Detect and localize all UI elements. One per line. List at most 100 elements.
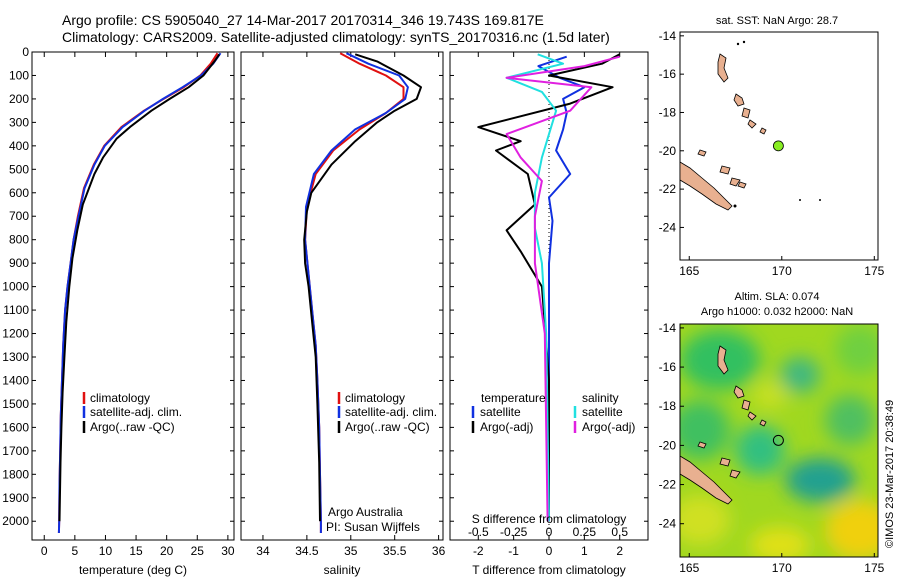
y-tick-label: -14 xyxy=(659,321,677,335)
x-tick-label: 5 xyxy=(72,544,79,558)
y-tick-label: -16 xyxy=(659,360,677,374)
temperature-axes: 0 5 10 15 20 25 300100200300400500600700800900… xyxy=(2,45,235,558)
x-tick-label: 170 xyxy=(772,561,792,575)
top-tick-label: 0.25 xyxy=(573,525,597,539)
islet xyxy=(733,204,737,208)
x-tick-label: -2 xyxy=(473,544,484,558)
x-tick-label: -1 xyxy=(508,544,519,558)
salinity-series xyxy=(303,52,422,533)
islet xyxy=(736,42,740,46)
x-tick-label: 165 xyxy=(679,264,699,278)
top-tick-label: -0.5 xyxy=(468,525,489,539)
sla-blob xyxy=(750,527,810,557)
series-line-argo-raw-qc- xyxy=(58,53,221,522)
annotation-argo-australia: Argo Australia xyxy=(328,505,403,519)
new-caledonia xyxy=(680,455,733,505)
map-sst-title: sat. SST: NaN Argo: 28.7 xyxy=(716,15,838,27)
map-sla-frame xyxy=(679,323,879,558)
legend-label-climatology: climatology xyxy=(345,391,405,405)
difference-xlabel: T difference from climatology xyxy=(472,563,626,577)
vanuatu-island xyxy=(759,127,767,135)
y-tick-label: 900 xyxy=(9,256,29,270)
y-tick-label: -20 xyxy=(659,438,677,452)
vanuatu-island xyxy=(759,419,767,427)
y-tick-label: 1100 xyxy=(3,303,29,317)
loyalty-island xyxy=(719,165,731,175)
difference-series xyxy=(477,53,621,522)
series-line-satellite-adj-clim- xyxy=(57,52,222,534)
difference-legend: temperature salinity satellite Argo(-adj… xyxy=(471,391,635,434)
y-tick-label: 1600 xyxy=(2,420,29,434)
x-tick-label: 170 xyxy=(772,264,792,278)
loyalty-island xyxy=(729,469,741,479)
y-tick-label: -20 xyxy=(659,144,677,158)
x-tick-label: 15 xyxy=(129,544,143,558)
x-tick-label: 36 xyxy=(432,544,446,558)
temperature-xlabel: temperature (deg C) xyxy=(79,563,187,577)
y-tick-label: 1500 xyxy=(2,397,29,411)
x-tick-label: 35 xyxy=(344,544,358,558)
x-tick-label: 175 xyxy=(864,264,884,278)
y-tick-label: 0 xyxy=(22,45,29,59)
top-tick-label: 0 xyxy=(546,525,553,539)
temperature-legend: climatology satellite-adj. clim. Argo(..… xyxy=(82,391,182,434)
y-tick-label: 1200 xyxy=(2,327,29,341)
y-tick-label: -24 xyxy=(659,517,677,531)
sla-blob xyxy=(680,495,730,545)
loyalty-island xyxy=(697,149,707,157)
y-tick-label: -16 xyxy=(659,67,677,81)
y-tick-label: 100 xyxy=(9,68,29,82)
map-sst-land xyxy=(680,40,821,211)
salinity-xlabel: salinity xyxy=(324,563,361,577)
y-tick-label: 500 xyxy=(9,162,29,176)
legend-label-satellite: satellite-adj. clim. xyxy=(345,405,437,419)
legend-label-argo: Argo(..raw -QC) xyxy=(90,420,175,434)
temperature-series xyxy=(57,52,222,534)
map-sla-axes: 165 170 175 -14 -16 -18 -20 -22 -24 xyxy=(659,321,885,575)
series-line-satellite-adj-clim- xyxy=(304,52,409,533)
y-tick-label: -14 xyxy=(659,29,677,43)
y-tick-label: 1000 xyxy=(2,280,29,294)
y-tick-label: 1900 xyxy=(2,491,29,505)
legend-label-temp-satellite: satellite xyxy=(480,405,521,419)
sla-blob xyxy=(835,325,878,375)
header-line1: Argo profile: CS 5905040_27 14-Mar-2017 … xyxy=(62,12,544,28)
y-tick-label: 2000 xyxy=(2,514,29,528)
x-tick-label: 10 xyxy=(99,544,113,558)
map-sla-title-line2: Argo h1000: 0.032 h2000: NaN xyxy=(701,306,853,318)
y-tick-label: -22 xyxy=(659,478,677,492)
salinity-panel-frame xyxy=(240,51,444,541)
legend-label-climatology: climatology xyxy=(90,391,150,405)
new-caledonia xyxy=(680,161,733,211)
vanuatu-north-island xyxy=(717,345,729,375)
sla-blob xyxy=(752,381,788,409)
series-line-salinity-argo-adj- xyxy=(505,55,620,522)
header-line2: Climatology: CARS2009. Satellite-adjuste… xyxy=(62,29,610,45)
y-tick-label: 300 xyxy=(9,115,29,129)
legend-label-sal-satellite: satellite xyxy=(582,405,623,419)
y-tick-label: 1300 xyxy=(2,350,29,364)
x-tick-label: 25 xyxy=(191,544,205,558)
vanuatu-island xyxy=(741,107,751,119)
legend-title-temperature: temperature xyxy=(481,391,546,405)
y-tick-label: 1800 xyxy=(2,467,29,481)
sla-blob xyxy=(785,458,855,502)
sla-blob xyxy=(735,425,785,475)
top-tick-label: 0.5 xyxy=(611,525,628,539)
x-tick-label: 0 xyxy=(41,544,48,558)
series-line-temperature-satellite xyxy=(537,55,586,522)
x-tick-label: 35.5 xyxy=(383,544,407,558)
vanuatu-island xyxy=(741,399,751,411)
series-line-argo-raw-qc- xyxy=(303,53,422,522)
y-tick-label: -22 xyxy=(659,182,677,196)
y-tick-label: 1400 xyxy=(2,373,29,387)
x-tick-label: 30 xyxy=(221,544,235,558)
x-tick-label: 34.5 xyxy=(295,544,319,558)
y-tick-label: -18 xyxy=(659,105,677,119)
y-tick-label: -24 xyxy=(659,220,677,234)
legend-label-temp-argo: Argo(-adj) xyxy=(480,420,533,434)
map-sst-axes: 165 170 175 -14 -16 -18 -20 -22 -24 xyxy=(659,29,885,278)
top-tick-label: -0.25 xyxy=(500,525,528,539)
sla-blob xyxy=(825,500,878,557)
y-tick-label: 200 xyxy=(9,92,29,106)
